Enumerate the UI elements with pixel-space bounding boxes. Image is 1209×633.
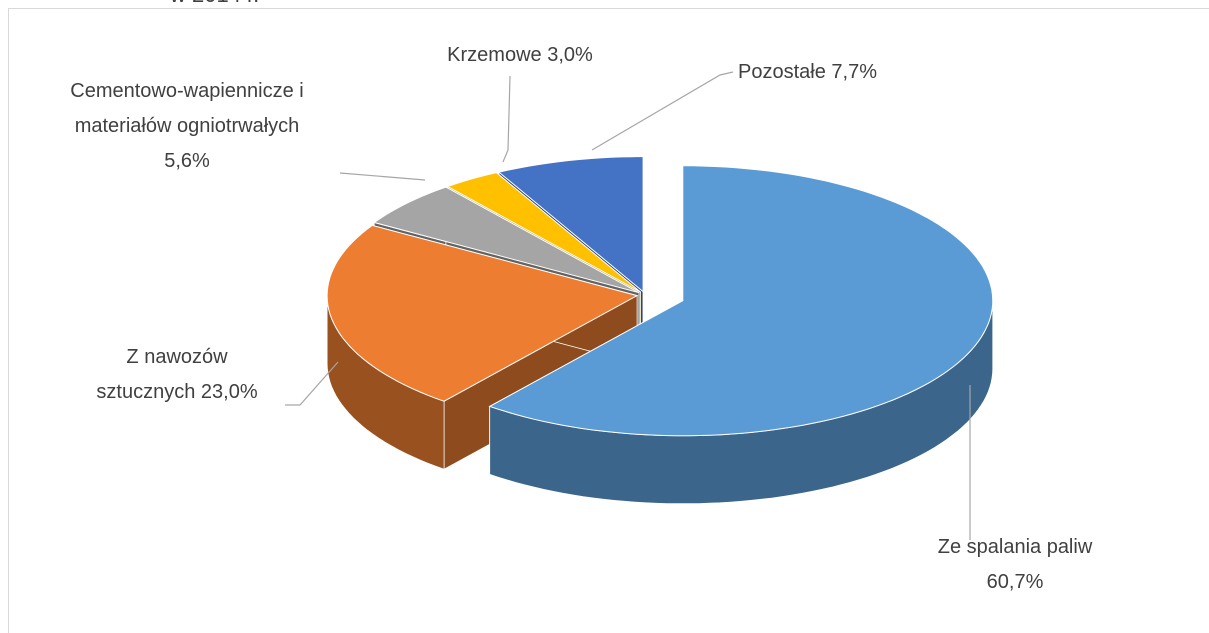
category-label: Z nawozów sztucznych [96,346,228,403]
slice-top [446,172,641,293]
category-label: Cementowo-wapiennicze i materiałów ognio… [70,80,304,137]
value-label: 3,0% [547,44,593,66]
value-label: 60,7% [986,571,1044,593]
leader-line [591,71,734,151]
slice-label: Ze spalania paliw 60,7% [920,530,1110,600]
category-label: Pozostałe [738,61,826,83]
slice-label: Krzemowe 3,0% [400,38,640,73]
slice-top [488,165,994,437]
value-label: 23,0% [200,381,258,403]
value-label: 5,6% [164,150,210,172]
slice-top [326,224,639,402]
slice-label: Cementowo-wapiennicze i materiałów ognio… [52,74,322,179]
value-label: 7,7% [831,61,877,83]
slice-top [497,156,644,293]
category-label: Ze spalania paliw [937,536,1093,558]
slice-label: Pozostałe 7,7% [738,55,958,90]
leader-line [285,361,339,406]
leader-line [339,172,426,181]
leader-line [502,75,511,163]
chart-title: w 2014 r. [170,0,259,8]
category-label: Krzemowe [447,44,542,66]
slice-top [373,186,640,294]
chart-frame [8,8,1209,633]
slice-label: Z nawozów sztucznych 23,0% [82,340,272,410]
